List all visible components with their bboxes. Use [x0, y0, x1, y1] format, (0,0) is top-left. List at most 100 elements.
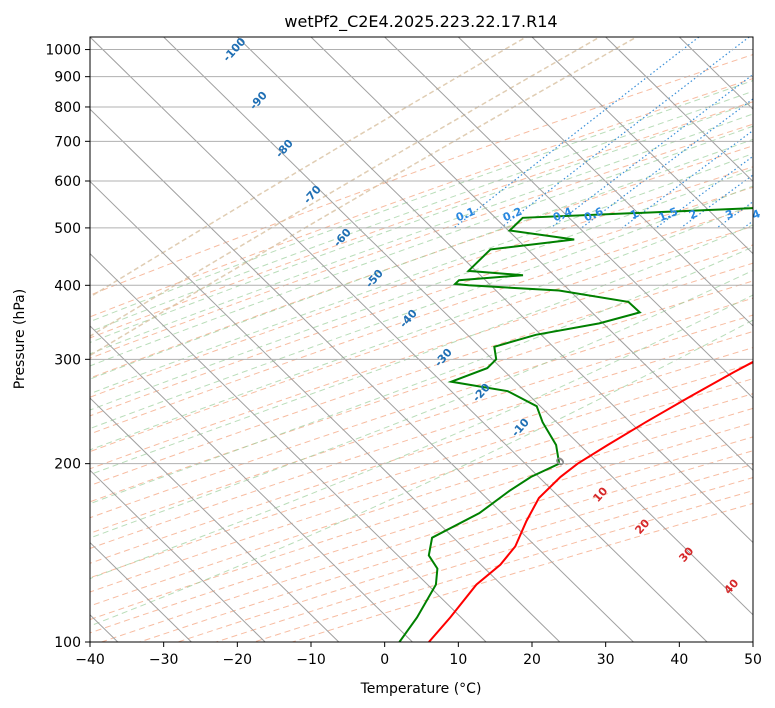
moist-adiabat [90, 269, 753, 539]
isotherm-label: 40 [721, 576, 741, 596]
x-tick-label: −10 [296, 652, 326, 668]
isotherm [384, 37, 753, 399]
moist-adiabat [90, 246, 753, 505]
y-tick-label: 200 [54, 457, 81, 473]
y-tick-label: 100 [54, 635, 81, 651]
y-tick-label: 700 [54, 134, 81, 150]
isotherm-label: -10 [509, 416, 532, 440]
dry-adiabat [90, 225, 753, 453]
dry-adiabat [90, 407, 753, 621]
dry-adiabat [90, 101, 753, 339]
dry-adiabat [90, 362, 753, 579]
isotherm-label: 0 [553, 454, 568, 469]
y-tick-label: 800 [54, 100, 81, 116]
y-tick-label: 500 [54, 221, 81, 237]
x-tick-label: −30 [149, 652, 179, 668]
reference-curve [90, 37, 528, 298]
x-axis: −40 −30 −20 −10 0 10 20 30 40 50 [75, 642, 762, 668]
x-tick-label: 40 [670, 652, 688, 668]
grid [90, 37, 753, 642]
x-tick-label: 20 [523, 652, 541, 668]
isotherm [531, 37, 753, 255]
moist-adiabat [90, 294, 753, 580]
line-labels: 0.10.20.40.611.52346810131620253036-100-… [220, 35, 762, 597]
reference-curve [90, 37, 602, 338]
moist-adiabat [90, 185, 753, 430]
dry-adiabat [90, 378, 753, 593]
dry-adiabat [90, 297, 753, 519]
y-tick-label: 900 [54, 70, 81, 86]
mixing-ratio-label: 1 [628, 207, 640, 222]
isotherm-label: -80 [273, 137, 296, 161]
mixing-ratio-label: 0.4 [551, 205, 574, 224]
dry-adiabat [90, 186, 753, 417]
series-group [398, 207, 753, 642]
x-tick-label: 10 [449, 652, 467, 668]
dry-adiabat [90, 393, 753, 607]
isotherm [163, 37, 753, 616]
isotherm [90, 108, 634, 642]
mixing-ratio-line [621, 129, 753, 229]
isotherm-label: -20 [470, 381, 493, 405]
mixing-ratio-label: 4 [750, 207, 762, 222]
isotherm [752, 37, 753, 38]
dry-adiabat [90, 54, 753, 296]
dry-adiabat [90, 280, 753, 503]
mixing-ratio-label: 1.5 [657, 205, 680, 224]
isotherm-label: -70 [301, 183, 324, 207]
mixing-ratio-line [655, 155, 753, 229]
isotherm [605, 37, 753, 183]
mixing-ratio-line [500, 37, 751, 229]
mixing-ratio-label: 0.6 [582, 205, 605, 224]
dry-adiabat [90, 347, 753, 564]
moist-adiabat [90, 138, 753, 380]
chart-title: wetPf2_C2E4.2025.223.22.17.R14 [284, 12, 557, 32]
moist-adiabat [90, 101, 753, 344]
dry-adiabat [90, 422, 753, 634]
moist-adiabat [90, 224, 753, 476]
mixing-ratio-line [453, 37, 700, 229]
plot-frame [89, 36, 754, 643]
isotherm-label: 10 [590, 484, 610, 504]
y-tick-label: 600 [54, 174, 81, 190]
dry-adiabat [90, 123, 753, 359]
y-tick-label: 400 [54, 278, 81, 294]
y-tick-label: 1000 [45, 43, 81, 59]
isotherm [90, 252, 487, 642]
dry-adiabat [101, 436, 753, 642]
dry-adiabat [90, 330, 753, 549]
x-tick-label: −40 [75, 652, 105, 668]
dry-adiabat [139, 450, 753, 642]
isotherm [90, 397, 340, 642]
x-tick-label: 50 [744, 652, 762, 668]
x-tick-label: −20 [223, 652, 253, 668]
isotherm-label: -90 [247, 89, 270, 113]
isotherm [90, 37, 708, 642]
mixing-ratio-line [680, 174, 753, 229]
dry-adiabat [90, 244, 753, 470]
x-tick-label: 0 [380, 652, 389, 668]
series-line-1 [398, 207, 753, 642]
isotherm [457, 37, 753, 327]
mixing-ratio-label: 3 [724, 207, 736, 222]
isotherm [90, 469, 266, 642]
mixing-ratio-label: 2 [687, 207, 699, 222]
mixing-ratio-line [743, 220, 753, 229]
moist-adiabat [90, 168, 753, 411]
dry-adiabat [90, 314, 753, 534]
isotherm-label: -50 [363, 267, 386, 291]
moist-adiabat [90, 153, 753, 395]
dry-adiabat [90, 166, 753, 398]
isotherm [90, 180, 561, 642]
isotherm [90, 325, 413, 642]
dry-adiabat [90, 145, 753, 379]
dry-adiabat [90, 262, 753, 487]
mixing-ratio-label: 0.1 [454, 205, 477, 224]
x-tick-label: 30 [597, 652, 615, 668]
isotherm [310, 37, 753, 472]
moist-adiabat [90, 125, 753, 367]
dry-adiabat [90, 206, 753, 435]
y-axis-title: Pressure (hPa) [12, 289, 28, 389]
series-line-0 [428, 360, 753, 642]
